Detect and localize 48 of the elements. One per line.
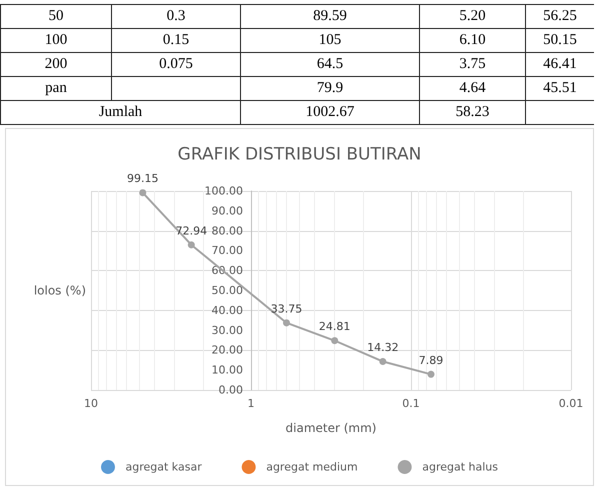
text: 64.5	[240, 52, 420, 76]
y-tick-label: 100.00	[204, 184, 243, 198]
text: pan	[0, 76, 112, 100]
text: 0.15	[112, 28, 240, 52]
text: 3.75	[420, 52, 526, 76]
text: 0.3	[112, 4, 240, 28]
y-tick-label: 50.00	[212, 284, 243, 297]
chart-title: GRAFIK DISTRIBUSI BUTIRAN	[178, 144, 422, 164]
text: 100	[0, 28, 112, 52]
y-tick-label: 80.00	[212, 224, 243, 238]
text: 200	[0, 52, 112, 76]
y-tick-label: 10.00	[212, 364, 243, 377]
y-tick-label: 70.00	[212, 244, 243, 258]
x-tick-label: 0.1	[402, 397, 420, 410]
data-label: 24.81	[318, 320, 350, 334]
y-tick-label: 90.00	[212, 204, 243, 218]
text: 58.23	[420, 100, 526, 124]
x-tick-label: 0.01	[558, 397, 584, 410]
y-tick-label: 40.00	[212, 304, 243, 317]
legend-label: agregat kasar	[126, 460, 202, 474]
legend-label: agregat medium	[266, 460, 358, 474]
text: 50.15	[526, 28, 594, 52]
text: 6.10	[420, 28, 526, 52]
data-label: 99.15	[126, 172, 158, 186]
x-tick-label: 1	[248, 397, 254, 410]
y-tick-label: 0.00	[218, 384, 243, 396]
x-tick-label: 10	[84, 397, 98, 410]
text: 5.20	[420, 4, 526, 28]
legend-label: agregat halus	[422, 460, 498, 474]
text: 4.64	[420, 76, 526, 100]
text: 46.41	[526, 52, 594, 76]
y-axis-title: lolos (%)	[34, 284, 86, 298]
text: 45.51	[526, 76, 594, 100]
text: 105	[240, 28, 420, 52]
text: 56.25	[526, 4, 594, 28]
text: Jumlah	[0, 100, 240, 124]
text: 1002.67	[240, 100, 420, 124]
text: 0.075	[112, 52, 240, 76]
data-label: 72.94	[176, 224, 208, 238]
text: 50	[0, 4, 112, 28]
data-label: 7.89	[418, 354, 444, 367]
text: 79.9	[240, 76, 420, 100]
y-tick-label: 30.00	[212, 324, 243, 337]
data-label: 33.75	[270, 302, 302, 316]
text: 89.59	[240, 4, 420, 28]
x-axis-title: diameter (mm)	[286, 421, 376, 435]
y-tick-label: 20.00	[212, 344, 243, 357]
data-label: 14.32	[367, 341, 399, 354]
